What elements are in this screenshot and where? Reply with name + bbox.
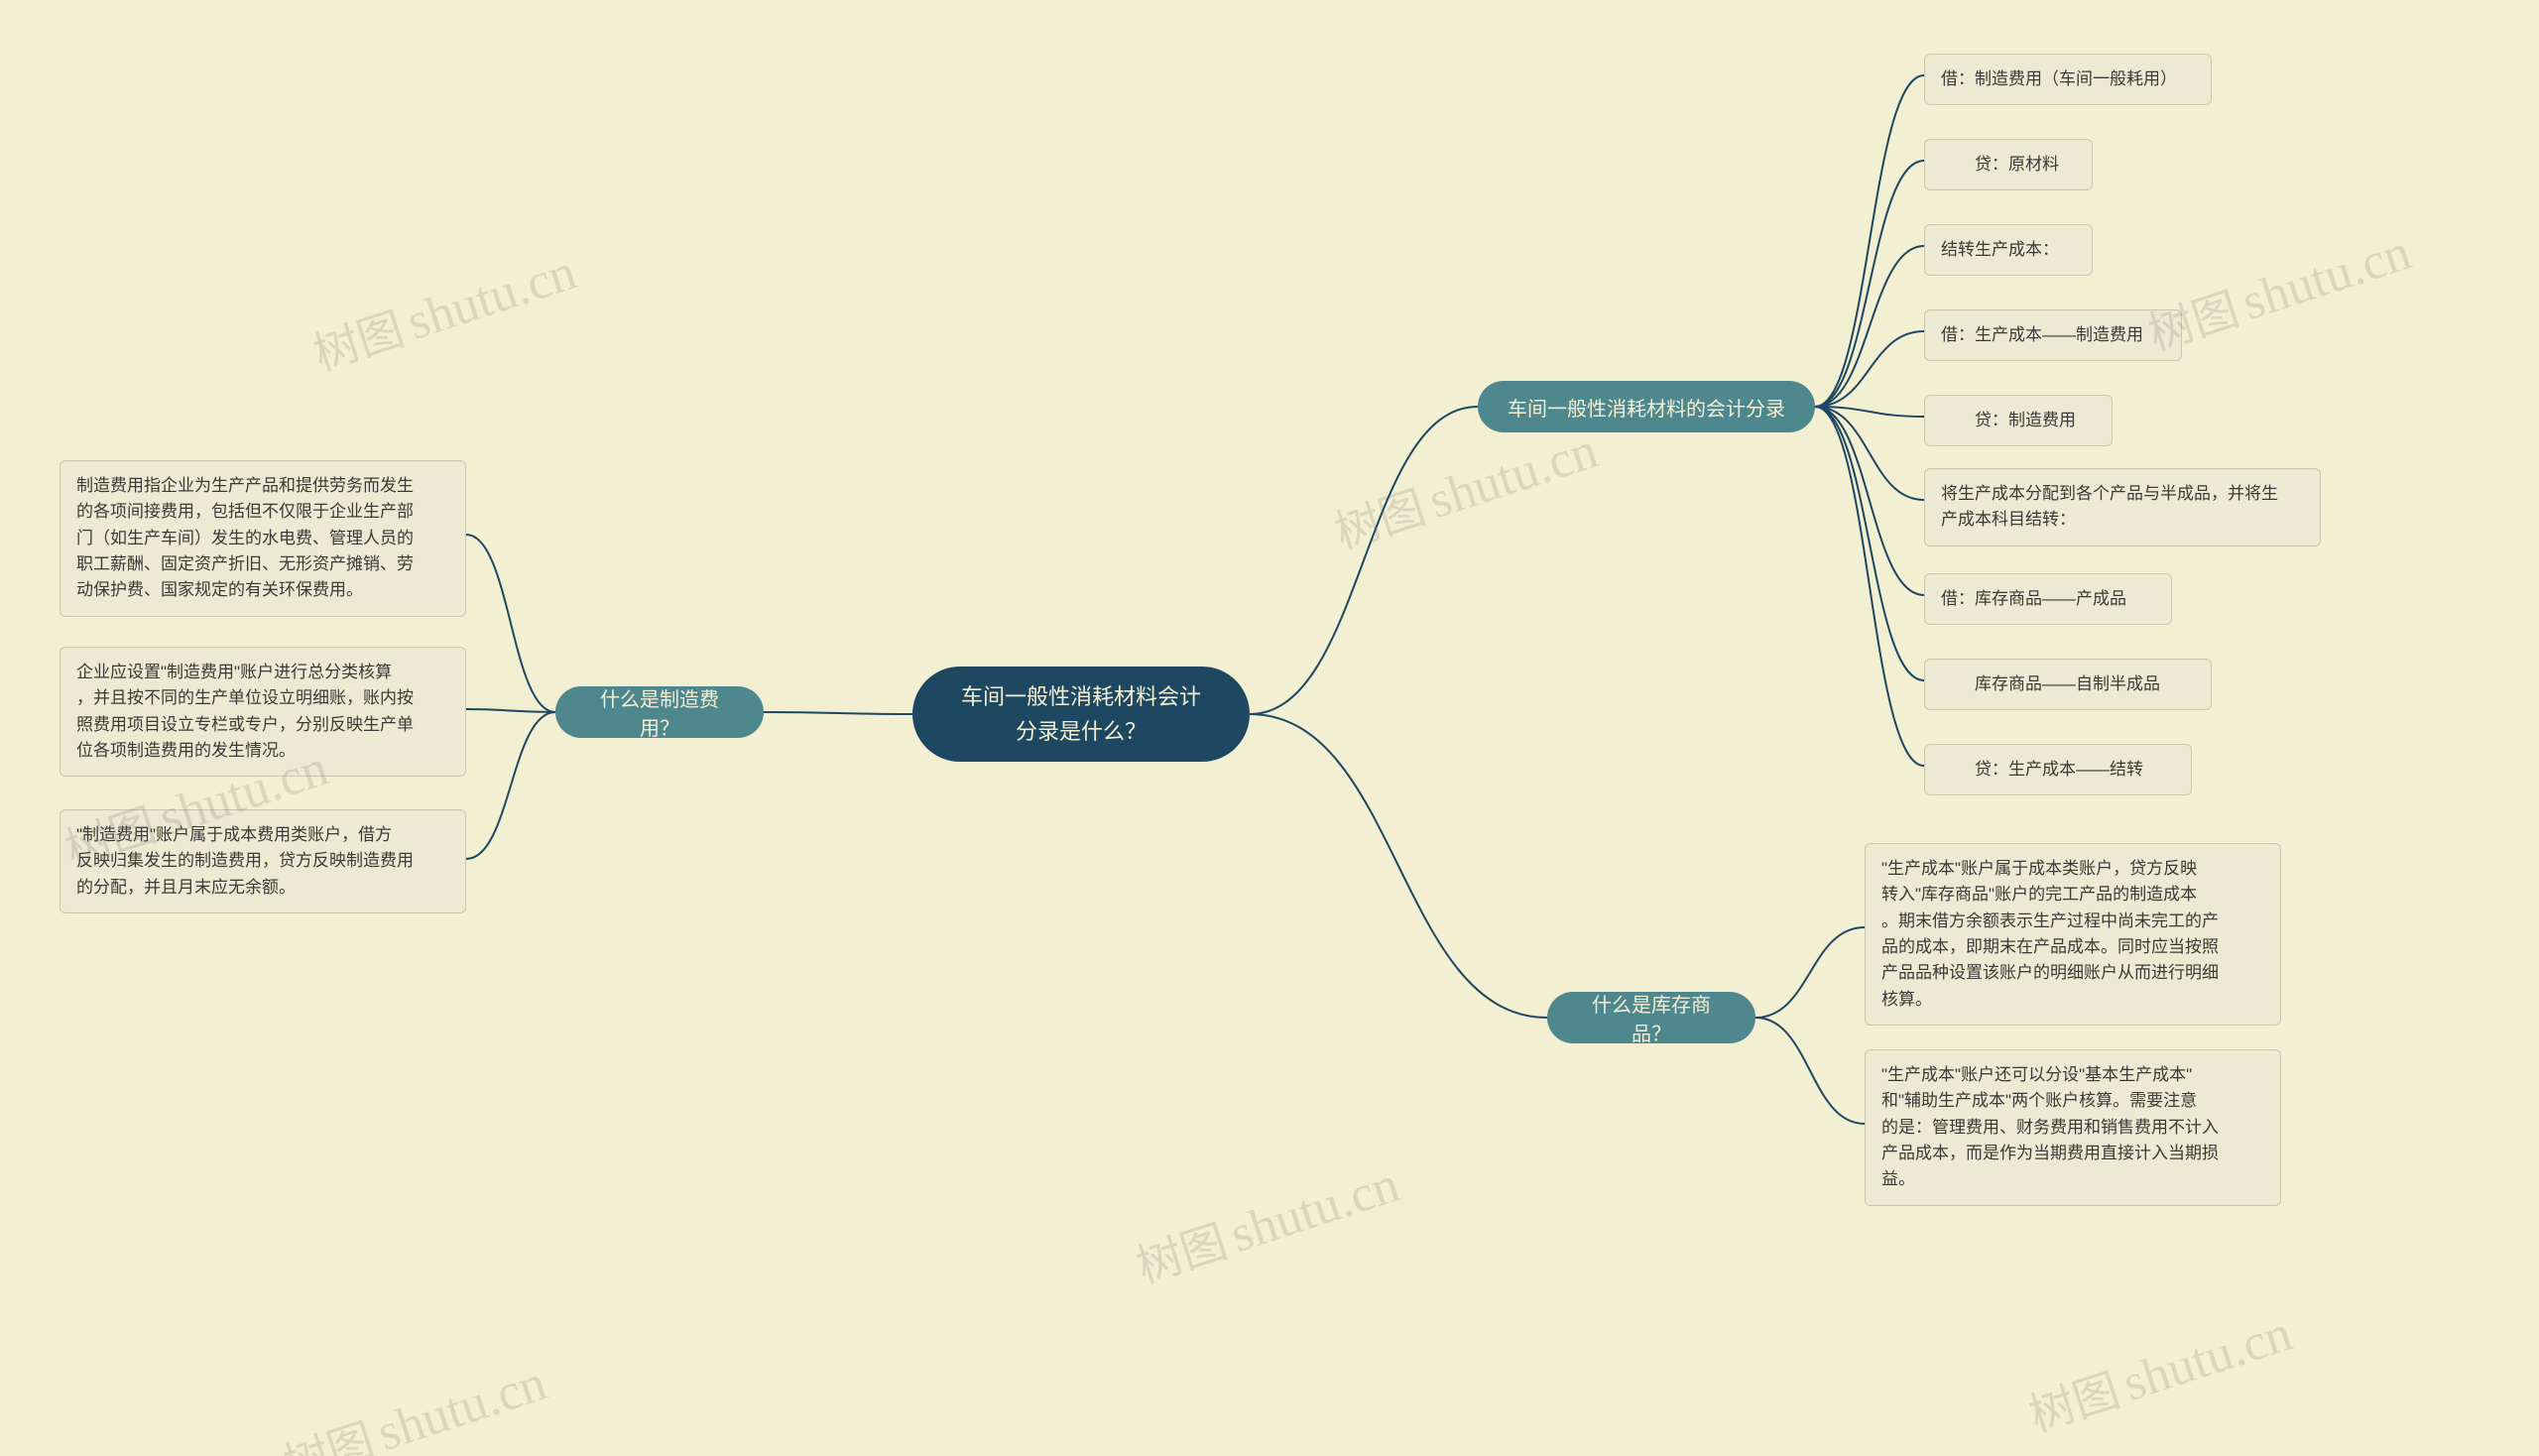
branch-node-b1: 车间一般性消耗材料的会计分录 — [1478, 381, 1815, 432]
leaf-node: 贷：原材料 — [1924, 139, 2093, 190]
branch-node-b2: 什么是库存商品？ — [1547, 992, 1755, 1043]
connector-path — [1815, 407, 1924, 680]
leaf-node: 借：制造费用（车间一般耗用） — [1924, 54, 2212, 105]
connector-path — [1815, 161, 1924, 407]
root-node: 车间一般性消耗材料会计分录是什么？ — [912, 667, 1250, 762]
connector-path — [466, 535, 555, 712]
leaf-node: "制造费用"账户属于成本费用类账户，借方反映归集发生的制造费用，贷方反映制造费用… — [60, 809, 466, 913]
leaf-node: 库存商品——自制半成品 — [1924, 659, 2212, 710]
watermark-en: shutu.cn — [2116, 1305, 2299, 1412]
leaf-label: 结转生产成本： — [1941, 237, 2059, 263]
watermark-cn: 树图 — [1329, 482, 1431, 558]
connector-path — [1755, 1018, 1865, 1124]
leaf-label: 库存商品——自制半成品 — [1941, 671, 2160, 697]
watermark-en: shutu.cn — [2236, 224, 2418, 331]
connector-path — [1815, 407, 1924, 500]
watermark-en: shutu.cn — [371, 1355, 553, 1456]
leaf-node: "生产成本"账户还可以分设"基本生产成本"和"辅助生产成本"两个账户核算。需要注… — [1865, 1049, 2281, 1206]
leaf-label: "制造费用"账户属于成本费用类账户，借方反映归集发生的制造费用，贷方反映制造费用… — [76, 822, 414, 901]
watermark-en: shutu.cn — [1422, 423, 1605, 530]
watermark-cn: 树图 — [1131, 1216, 1233, 1292]
watermark: 树图shutu.cn — [1128, 1150, 1407, 1296]
watermark: 树图shutu.cn — [1326, 416, 1606, 562]
leaf-label: 贷：原材料 — [1941, 152, 2059, 178]
leaf-node: 企业应设置"制造费用"账户进行总分类核算，并且按不同的生产单位设立明细账，账内按… — [60, 647, 466, 777]
connector-path — [466, 712, 555, 859]
watermark: 树图shutu.cn — [275, 1348, 554, 1456]
leaf-node: 结转生产成本： — [1924, 224, 2093, 276]
leaf-label: 借：生产成本——制造费用 — [1941, 322, 2143, 348]
branch-label: 车间一般性消耗材料的会计分录 — [1508, 393, 1785, 422]
connector-path — [1250, 407, 1478, 714]
watermark: 树图shutu.cn — [304, 237, 584, 384]
leaf-label: "生产成本"账户属于成本类账户，贷方反映转入"库存商品"账户的完工产品的制造成本… — [1881, 856, 2219, 1013]
watermark: 树图shutu.cn — [2020, 1298, 2300, 1445]
leaf-node: 将生产成本分配到各个产品与半成品，并将生产成本科目结转： — [1924, 468, 2321, 546]
connector-path — [764, 712, 912, 714]
watermark-en: shutu.cn — [1224, 1156, 1406, 1264]
leaf-label: 贷：生产成本——结转 — [1941, 757, 2143, 783]
connector-path — [1815, 331, 1924, 407]
leaf-node: 借：库存商品——产成品 — [1924, 573, 2172, 625]
root-label: 车间一般性消耗材料会计分录是什么？ — [961, 679, 1201, 749]
connector-path — [466, 709, 555, 712]
leaf-label: 制造费用指企业为生产产品和提供劳务而发生的各项间接费用，包括但不仅限于企业生产部… — [76, 473, 414, 604]
leaf-node: 贷：生产成本——结转 — [1924, 744, 2192, 795]
connector-path — [1250, 714, 1547, 1018]
connector-path — [1815, 407, 1924, 766]
leaf-node: 贷：制造费用 — [1924, 395, 2113, 446]
connector-path — [1755, 927, 1865, 1018]
watermark-cn: 树图 — [307, 303, 410, 380]
watermark-en: shutu.cn — [401, 244, 583, 351]
leaf-label: 借：库存商品——产成品 — [1941, 586, 2126, 612]
watermark-cn: 树图 — [2023, 1365, 2125, 1441]
connector-path — [1815, 75, 1924, 407]
connector-path — [1815, 246, 1924, 407]
leaf-label: 企业应设置"制造费用"账户进行总分类核算，并且按不同的生产单位设立明细账，账内按… — [76, 660, 414, 764]
leaf-label: 将生产成本分配到各个产品与半成品，并将生产成本科目结转： — [1941, 481, 2278, 534]
connector-path — [1815, 407, 1924, 417]
leaf-label: "生产成本"账户还可以分设"基本生产成本"和"辅助生产成本"两个账户核算。需要注… — [1881, 1062, 2219, 1193]
leaf-label: 借：制造费用（车间一般耗用） — [1941, 66, 2177, 92]
leaf-node: "生产成本"账户属于成本类账户，贷方反映转入"库存商品"账户的完工产品的制造成本… — [1865, 843, 2281, 1026]
watermark-cn: 树图 — [278, 1414, 380, 1456]
branch-node-b3: 什么是制造费用？ — [555, 686, 764, 738]
leaf-node: 借：生产成本——制造费用 — [1924, 309, 2182, 361]
branch-label: 什么是制造费用？ — [585, 683, 734, 741]
connector-path — [1815, 407, 1924, 595]
leaf-node: 制造费用指企业为生产产品和提供劳务而发生的各项间接费用，包括但不仅限于企业生产部… — [60, 460, 466, 617]
branch-label: 什么是库存商品？ — [1577, 989, 1726, 1046]
leaf-label: 贷：制造费用 — [1941, 408, 2076, 433]
